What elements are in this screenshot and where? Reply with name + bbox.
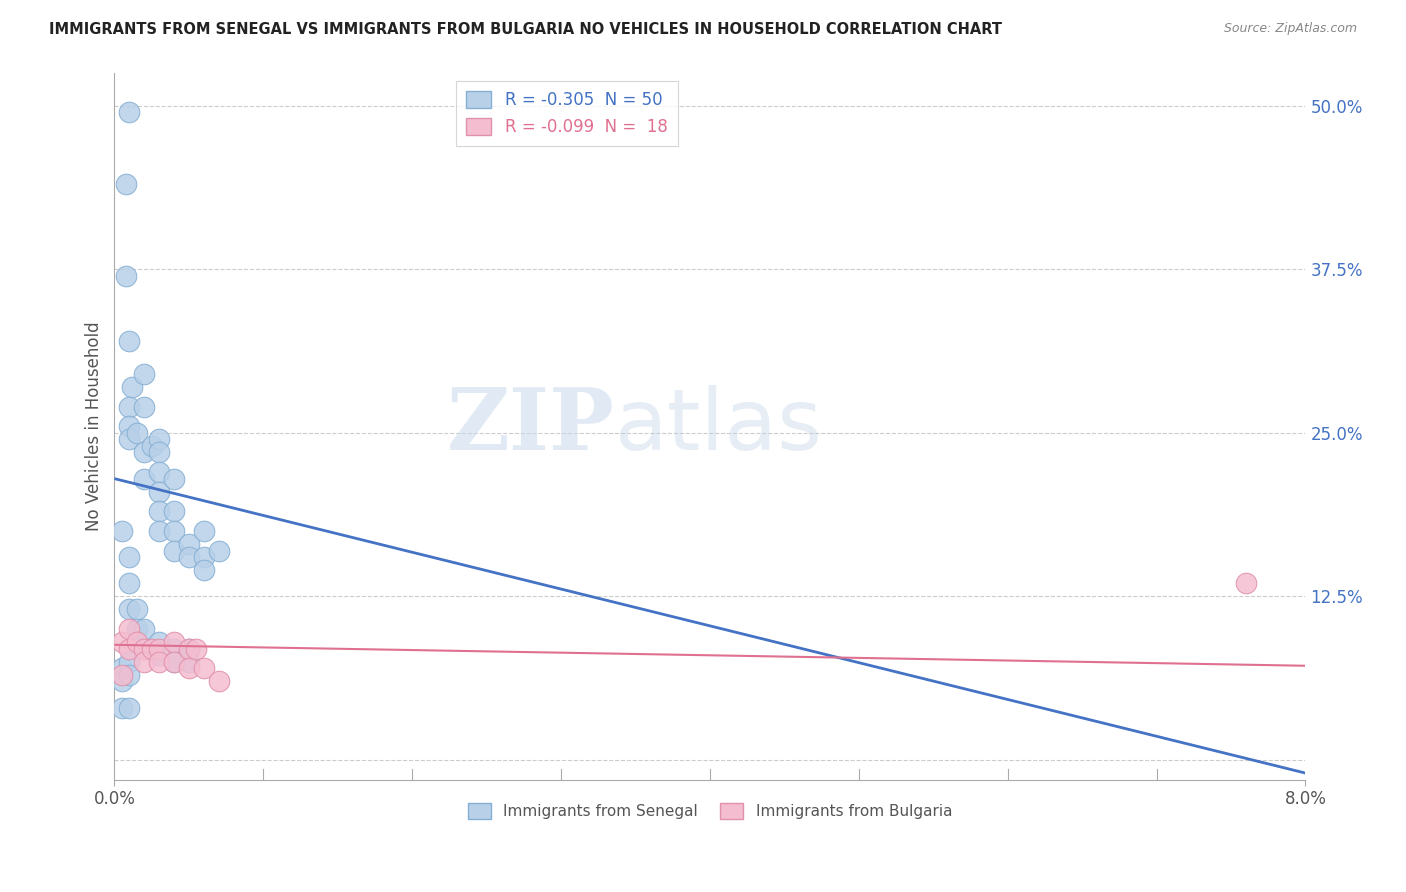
Text: Source: ZipAtlas.com: Source: ZipAtlas.com [1223,22,1357,36]
Point [111,674,134,689]
Point [148,648,170,663]
Point [148,641,170,656]
Point [111,635,134,649]
Point [141,439,163,453]
Point [118,433,141,447]
Point [118,550,141,565]
Point [163,655,186,669]
Point [163,524,186,538]
Point [125,635,148,649]
Point [134,655,156,669]
Point [125,602,148,616]
Point [118,334,141,349]
Point [193,550,215,565]
Point [193,563,215,577]
Point [111,524,134,538]
Point [125,425,148,440]
Point [163,472,186,486]
Point [148,655,170,669]
Point [118,400,141,414]
Point [148,635,170,649]
Point [163,635,186,649]
Point [111,661,134,675]
Point [193,524,215,538]
Point [118,668,141,682]
Point [148,465,170,479]
Point [148,433,170,447]
Point [177,655,200,669]
Point [207,674,229,689]
Point [148,484,170,499]
Point [121,380,143,394]
Point [148,445,170,459]
Point [118,602,141,616]
Point [134,641,156,656]
Point [1234,576,1257,591]
Point [111,700,134,714]
Point [118,700,141,714]
Point [118,655,141,669]
Point [177,641,200,656]
Point [163,504,186,518]
Point [134,445,156,459]
Point [148,504,170,518]
Text: IMMIGRANTS FROM SENEGAL VS IMMIGRANTS FROM BULGARIA NO VEHICLES IN HOUSEHOLD COR: IMMIGRANTS FROM SENEGAL VS IMMIGRANTS FR… [49,22,1002,37]
Point [134,641,156,656]
Point [148,524,170,538]
Text: ZIP: ZIP [447,384,614,468]
Legend: Immigrants from Senegal, Immigrants from Bulgaria: Immigrants from Senegal, Immigrants from… [461,797,959,825]
Point [177,550,200,565]
Y-axis label: No Vehicles in Household: No Vehicles in Household [86,321,103,531]
Point [163,655,186,669]
Point [134,622,156,636]
Point [134,472,156,486]
Point [163,641,186,656]
Point [125,622,148,636]
Point [177,661,200,675]
Point [118,576,141,591]
Point [118,105,141,120]
Text: atlas: atlas [614,384,823,467]
Point [118,419,141,434]
Point [118,622,141,636]
Point [193,661,215,675]
Point [115,268,138,283]
Point [134,367,156,381]
Point [115,178,138,192]
Point [163,543,186,558]
Point [177,641,200,656]
Point [177,537,200,551]
Point [207,543,229,558]
Point [186,641,208,656]
Point [134,400,156,414]
Point [111,668,134,682]
Point [141,641,163,656]
Point [118,641,141,656]
